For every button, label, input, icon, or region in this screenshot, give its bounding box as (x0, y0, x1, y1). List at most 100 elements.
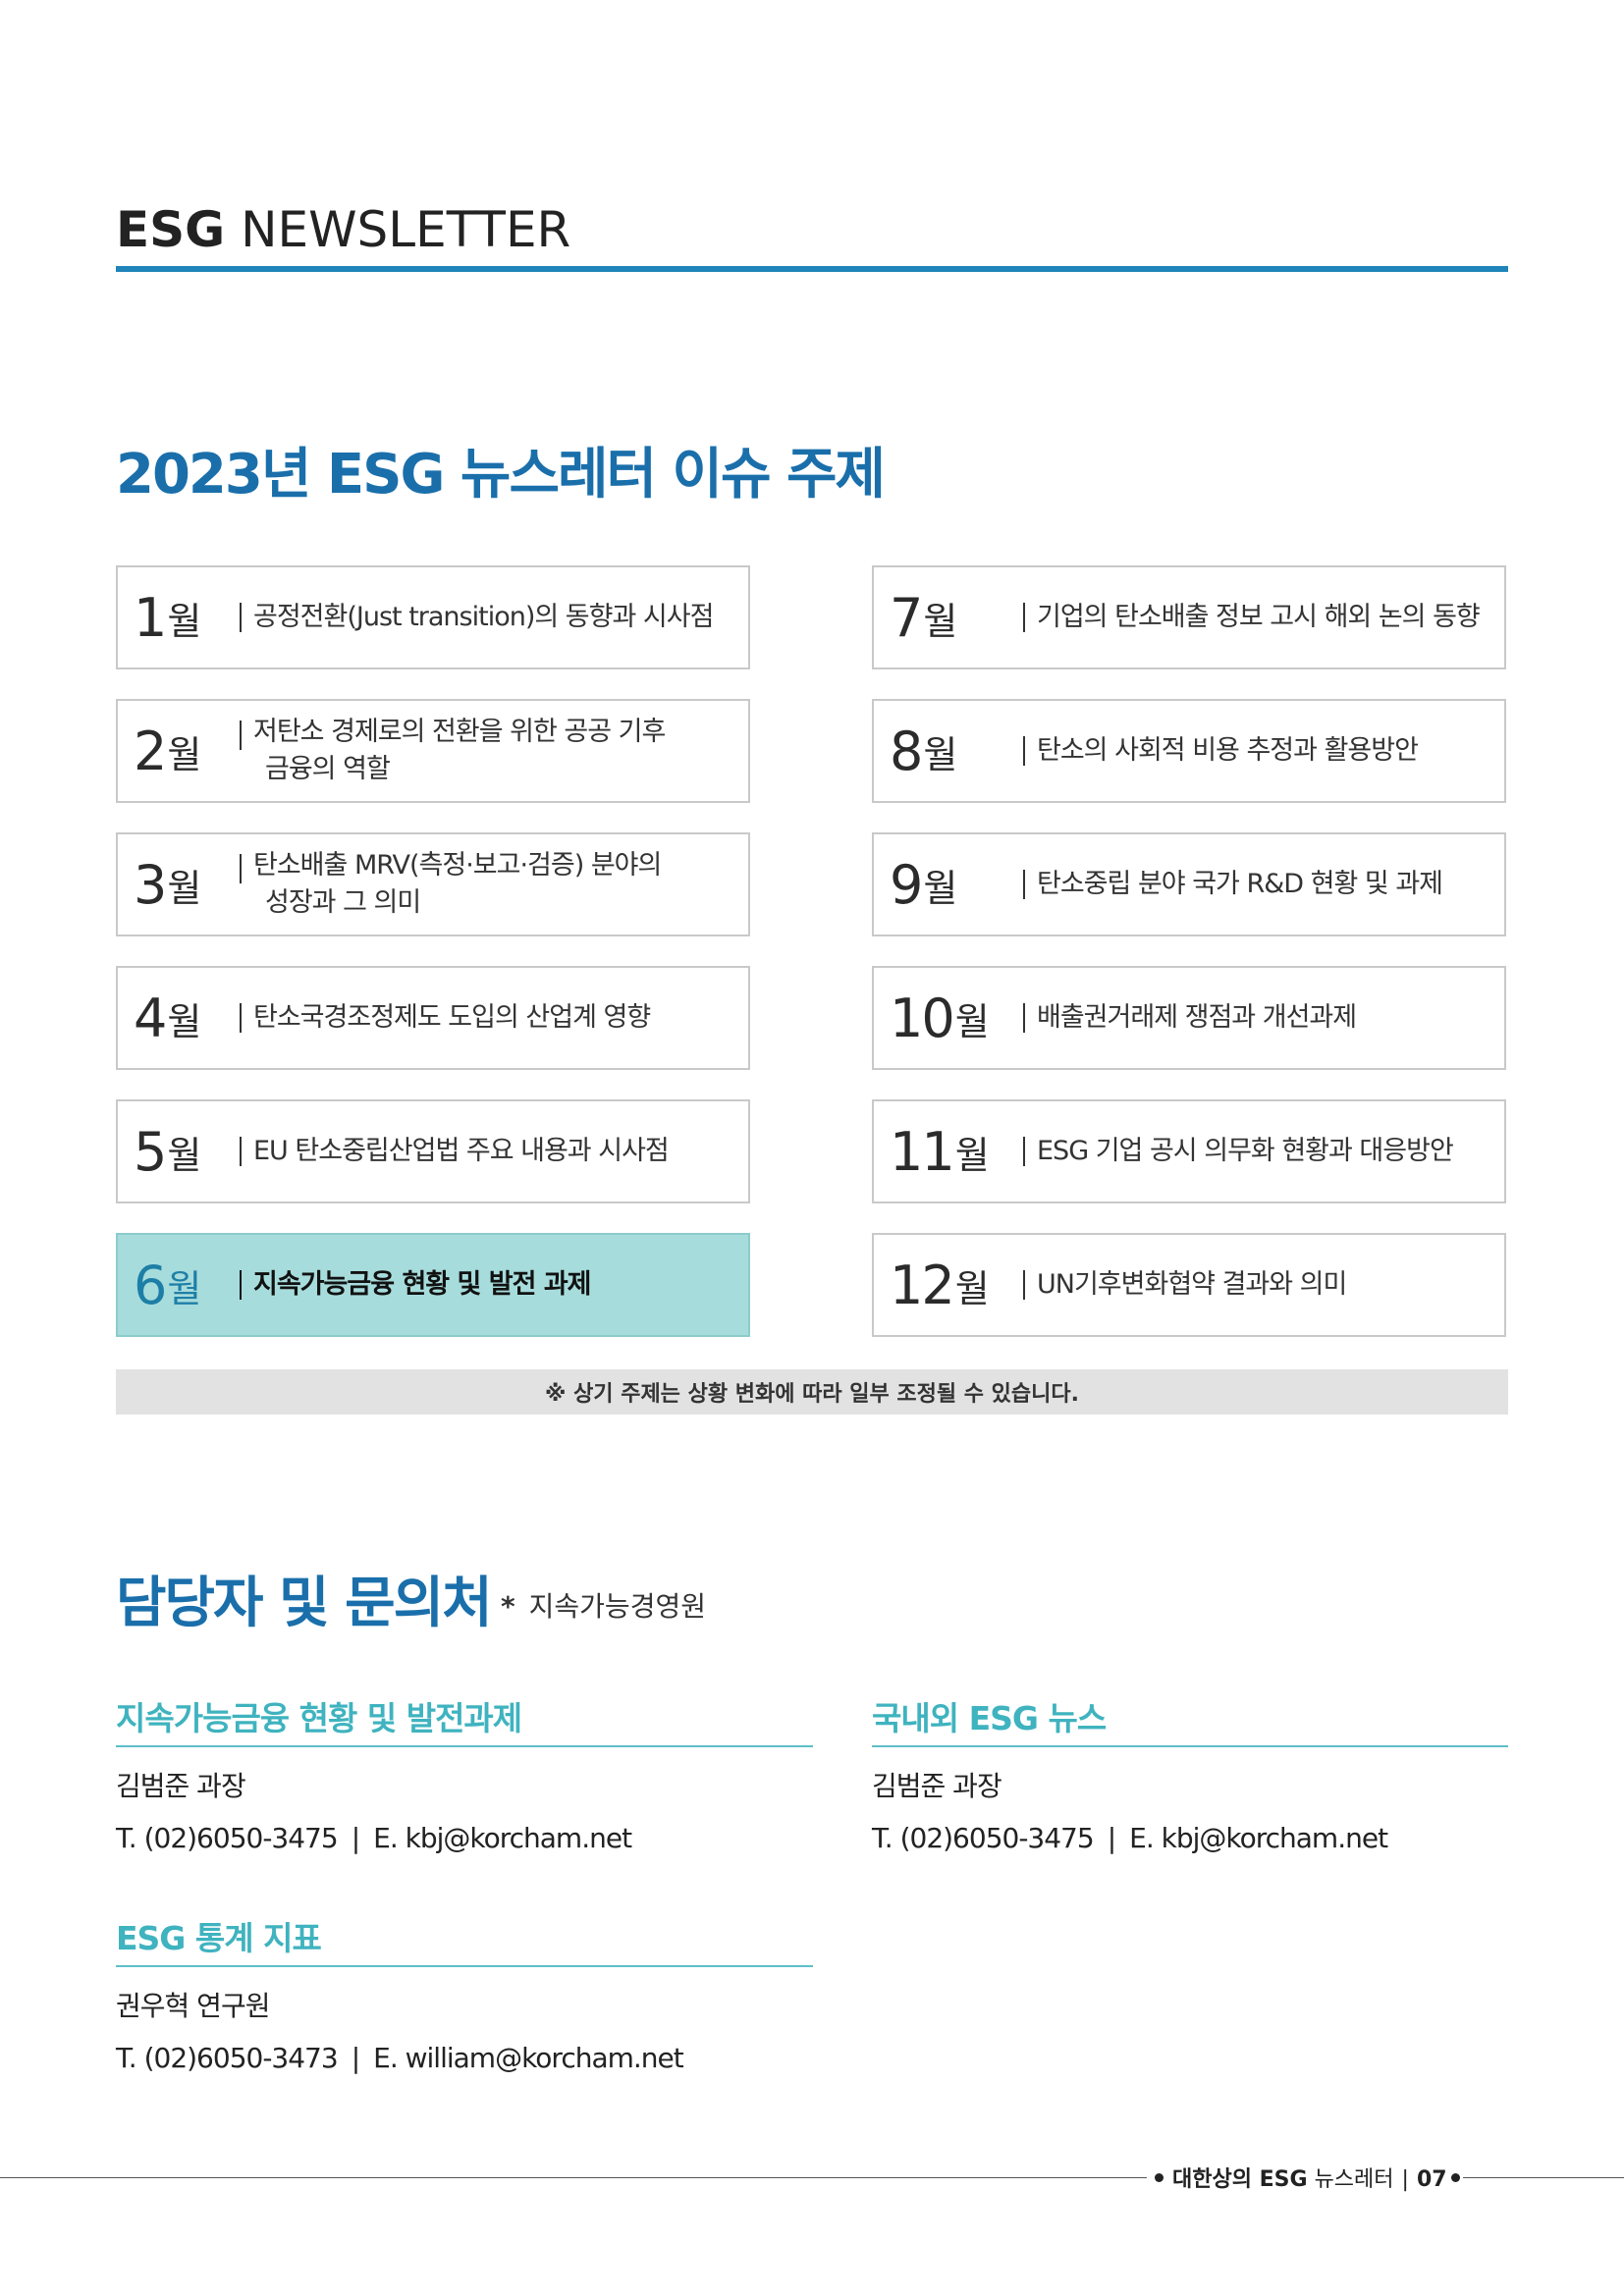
topic-line: 탄소의 사회적 비용 추정과 활용방안 (1037, 735, 1419, 766)
topic-description: 공정전환(Just transition)의 동향과 시사점 (253, 567, 714, 667)
topic-text: EU 탄소중립산업법 주요 내용과 시사점 (253, 1133, 670, 1170)
contact-heading: ESG 통계 지표 (116, 1912, 813, 1967)
topic-month-2: 2 월 저탄소 경제로의 전환을 위한 공공 기후 금융의 역할 (116, 699, 750, 803)
contact-email[interactable]: E. william@korcham.net (373, 2042, 684, 2074)
contact-phone: T. (02)6050-3473 (116, 2042, 339, 2074)
month-unit: 월 (167, 1133, 202, 1177)
month-unit: 월 (167, 732, 202, 776)
month-number: 3 (134, 853, 167, 916)
contact-person: 김범준 과장 (872, 1770, 1002, 1802)
topic-month-1: 1 월 공정전환(Just transition)의 동향과 시사점 (116, 565, 750, 669)
topic-description: UN기후변화협약 결과와 의미 (1037, 1235, 1347, 1335)
contact-heading: 국내외 ESG 뉴스 (872, 1692, 1508, 1747)
contact-section-title: 담당자 및 문의처 (116, 1572, 493, 1635)
month-number: 6 (134, 1254, 167, 1316)
topic-divider (1023, 736, 1025, 766)
topic-divider (1023, 1137, 1025, 1166)
page-number: 07 (1416, 2167, 1447, 2192)
footer-separator: | (1401, 2167, 1409, 2192)
topic-divider (1023, 1270, 1025, 1300)
topic-divider (240, 1270, 242, 1300)
month-number: 8 (890, 720, 923, 782)
month-number: 7 (890, 586, 923, 649)
month-number: 4 (134, 987, 167, 1049)
contact-block-esg-stats: ESG 통계 지표 권우혁 연구원 T. (02)6050-3473 | E. wi… (116, 1912, 813, 2074)
month-unit: 월 (923, 732, 958, 776)
topic-month-10: 10 월 배출권거래제 쟁점과 개선과제 (872, 966, 1506, 1070)
footer-line-right (1463, 2177, 1624, 2178)
month-number: 12 (890, 1254, 955, 1316)
topic-description: 탄소의 사회적 비용 추정과 활용방안 (1037, 701, 1419, 801)
info-separator: | (351, 1822, 360, 1854)
contact-person: 권우혁 연구원 (116, 1990, 270, 2022)
month-label: 10 월 (890, 968, 990, 1068)
topic-text: 탄소의 사회적 비용 추정과 활용방안 (1037, 732, 1419, 770)
topic-line: 배출권거래제 쟁점과 개선과제 (1037, 1002, 1357, 1033)
topic-month-5: 5 월 EU 탄소중립산업법 주요 내용과 시사점 (116, 1099, 750, 1203)
footer-text: 대한상의 ESG 뉴스레터 | 07 (1172, 2162, 1447, 2193)
topic-line: UN기후변화협약 결과와 의미 (1037, 1269, 1347, 1300)
header-divider (116, 266, 1508, 272)
topic-description: 탄소국경조정제도 도입의 산업계 영향 (253, 968, 651, 1068)
topics-note: ※ 상기 주제는 상황 변화에 따라 일부 조정될 수 있습니다. (116, 1369, 1508, 1415)
contact-phone: T. (02)6050-3475 (116, 1822, 339, 1854)
month-label: 12 월 (890, 1235, 990, 1335)
month-number: 5 (134, 1120, 167, 1183)
topic-description: ESG 기업 공시 의무화 현황과 대응방안 (1037, 1101, 1454, 1201)
org-marker: * (501, 1590, 515, 1623)
contact-org: * 지속가능경영원 (501, 1585, 706, 1625)
contact-info: T. (02)6050-3473 | E. william@korcham.net (116, 2042, 813, 2074)
topic-text: 공정전환(Just transition)의 동향과 시사점 (253, 599, 714, 636)
topic-text: 탄소국경조정제도 도입의 산업계 영향 (253, 999, 651, 1037)
topic-month-7: 7 월 기업의 탄소배출 정보 고시 해외 논의 동향 (872, 565, 1506, 669)
topic-divider (240, 1003, 242, 1033)
topic-text: 지속가능금융 현황 및 발전 과제 (253, 1266, 592, 1304)
footer-pub-suffix: 뉴스레터 (1314, 2167, 1394, 2192)
topic-line: 기업의 탄소배출 정보 고시 해외 논의 동향 (1037, 602, 1481, 632)
contact-email[interactable]: E. kbj@korcham.net (1129, 1822, 1388, 1854)
brand-light: NEWSLETTER (241, 201, 571, 258)
topic-divider (1023, 1003, 1025, 1033)
contact-info: T. (02)6050-3475 | E. kbj@korcham.net (872, 1822, 1508, 1854)
topic-line: 탄소중립 분야 국가 R&D 현황 및 과제 (1037, 869, 1443, 899)
month-unit: 월 (167, 866, 202, 910)
topic-divider (240, 721, 242, 750)
month-unit: 월 (954, 999, 990, 1043)
topic-text: UN기후변화협약 결과와 의미 (1037, 1266, 1347, 1304)
brand-bold: ESG (116, 201, 226, 258)
topic-line: 공정전환(Just transition)의 동향과 시사점 (253, 602, 714, 632)
month-number: 10 (890, 987, 955, 1049)
month-unit: 월 (167, 999, 202, 1043)
topic-divider (240, 854, 242, 883)
topic-line: 지속가능금융 현황 및 발전 과제 (253, 1269, 592, 1300)
contact-block-esg-news: 국내외 ESG 뉴스 김범준 과장 T. (02)6050-3475 | E. kb… (872, 1692, 1508, 1854)
topic-divider (1023, 603, 1025, 632)
topic-divider (240, 603, 242, 632)
topic-text: 배출권거래제 쟁점과 개선과제 (1037, 999, 1357, 1037)
topic-line: 탄소국경조정제도 도입의 산업계 영향 (253, 1002, 651, 1033)
topic-line: 성장과 그 의미 (265, 887, 421, 918)
topic-divider (240, 1137, 242, 1166)
contact-person: 김범준 과장 (116, 1770, 246, 1802)
contact-info: T. (02)6050-3475 | E. kbj@korcham.net (116, 1822, 813, 1854)
topic-line: 금융의 역할 (265, 754, 391, 784)
topic-description: EU 탄소중립산업법 주요 내용과 시사점 (253, 1101, 670, 1201)
topic-line: 탄소배출 MRV(측정·보고·검증) 분야의 (253, 850, 662, 881)
month-label: 11 월 (890, 1101, 990, 1201)
month-number: 1 (134, 586, 167, 649)
month-number: 11 (890, 1120, 955, 1183)
month-unit: 월 (167, 599, 202, 643)
topic-description: 저탄소 경제로의 전환을 위한 공공 기후 금융의 역할 (253, 701, 666, 801)
topic-divider (1023, 870, 1025, 899)
contact-email[interactable]: E. kbj@korcham.net (373, 1822, 632, 1854)
